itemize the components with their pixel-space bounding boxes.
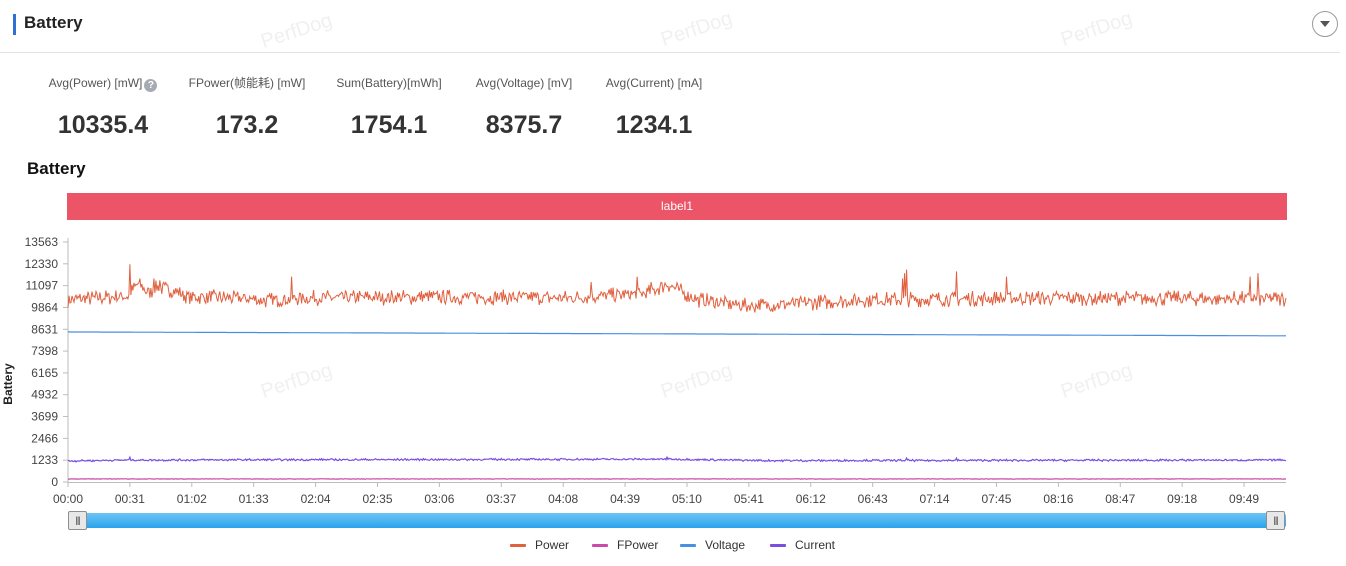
grip-icon: ||| — [75, 515, 80, 525]
x-tick-label: 05:10 — [672, 492, 702, 506]
x-tick-label: 08:16 — [1043, 492, 1073, 506]
legend-swatch — [510, 544, 526, 547]
stat-label: FPower(帧能耗) [mW] — [188, 76, 306, 90]
stat-avg-power: Avg(Power) [mW]? 10335.4 — [40, 74, 166, 140]
stat-value: 173.2 — [215, 111, 279, 139]
legend-label: Current — [795, 538, 836, 552]
y-axis-label: Battery — [1, 363, 15, 405]
stat-label: Avg(Voltage) [mV] — [475, 76, 573, 90]
x-tick-label: 03:37 — [486, 492, 516, 506]
grip-icon: ||| — [1273, 515, 1278, 525]
y-tick-label: 2466 — [31, 431, 58, 445]
x-tick-label: 03:06 — [424, 492, 454, 506]
x-tick-label: 00:31 — [115, 492, 145, 506]
chevron-down-icon — [1320, 21, 1330, 27]
x-tick-label: 09:18 — [1167, 492, 1197, 506]
slider-handle-end[interactable]: ||| — [1266, 511, 1285, 530]
x-tick-label: 05:41 — [734, 492, 764, 506]
x-tick-label: 07:14 — [920, 492, 950, 506]
stat-value: 1754.1 — [350, 111, 428, 139]
collapse-button[interactable] — [1312, 11, 1338, 37]
section-header: Battery — [0, 0, 1340, 53]
series-line-fpower — [67, 478, 1286, 480]
y-tick-label: 6165 — [31, 366, 58, 380]
stat-label-text: Avg(Power) [mW] — [48, 76, 143, 90]
y-tick-label: 8631 — [31, 322, 58, 336]
x-tick-label: 01:33 — [239, 492, 269, 506]
stat-value: 8375.7 — [485, 111, 563, 139]
y-tick-label: 4932 — [31, 388, 58, 402]
x-tick-label: 00:00 — [53, 492, 83, 506]
label-banner[interactable]: label1 — [67, 193, 1287, 220]
x-tick-label: 02:35 — [362, 492, 392, 506]
x-tick-label: 04:39 — [610, 492, 640, 506]
x-tick-label: 08:47 — [1105, 492, 1135, 506]
legend-label: FPower — [617, 538, 659, 552]
slider-handle-start[interactable]: ||| — [68, 511, 87, 530]
series-line-current — [67, 455, 1287, 463]
legend-label: Power — [535, 538, 570, 552]
stat-label: Avg(Current) [mA] — [605, 76, 703, 90]
stat-avg-voltage: Avg(Voltage) [mV] 8375.7 — [466, 74, 582, 140]
x-tick-label: 07:45 — [981, 492, 1011, 506]
x-tick-label: 04:08 — [548, 492, 578, 506]
stat-fpower: FPower(帧能耗) [mW] 173.2 — [182, 74, 312, 140]
time-range-slider[interactable] — [68, 513, 1286, 528]
chart-title: Battery — [27, 159, 86, 178]
x-tick-label: 09:49 — [1229, 492, 1259, 506]
section-title: Battery — [24, 13, 83, 32]
stat-value: 1234.1 — [615, 111, 693, 139]
y-tick-label: 12330 — [25, 257, 59, 271]
y-tick-label: 1233 — [31, 453, 58, 467]
y-tick-label: 11097 — [26, 279, 59, 293]
stat-avg-current: Avg(Current) [mA] 1234.1 — [596, 74, 712, 140]
legend-swatch — [770, 544, 786, 547]
y-tick-label: 3699 — [31, 410, 58, 424]
y-tick-label: 9864 — [31, 300, 58, 314]
x-tick-label: 06:12 — [796, 492, 826, 506]
chart-legend: Power FPower Voltage Current — [0, 537, 1346, 553]
stat-label: Sum(Battery)[mWh] — [336, 76, 442, 90]
y-tick-label: 0 — [51, 475, 58, 489]
header-accent-bar — [13, 14, 16, 35]
y-tick-label: 13563 — [25, 235, 59, 249]
y-tick-label: 7398 — [31, 344, 58, 358]
legend-swatch — [680, 544, 696, 547]
stat-value: 10335.4 — [57, 111, 149, 139]
series-line-voltage — [68, 331, 1286, 337]
x-tick-label: 01:02 — [177, 492, 207, 506]
series-line-power — [67, 264, 1287, 313]
legend-label: Voltage — [705, 538, 746, 552]
help-icon[interactable]: ? — [144, 79, 158, 92]
x-tick-label: 02:04 — [301, 492, 331, 506]
stat-sum-battery: Sum(Battery)[mWh] 1754.1 — [328, 74, 450, 140]
legend-swatch — [592, 544, 608, 547]
x-tick-label: 06:43 — [858, 492, 888, 506]
stat-label: Avg(Power) [mW]? — [40, 74, 166, 92]
